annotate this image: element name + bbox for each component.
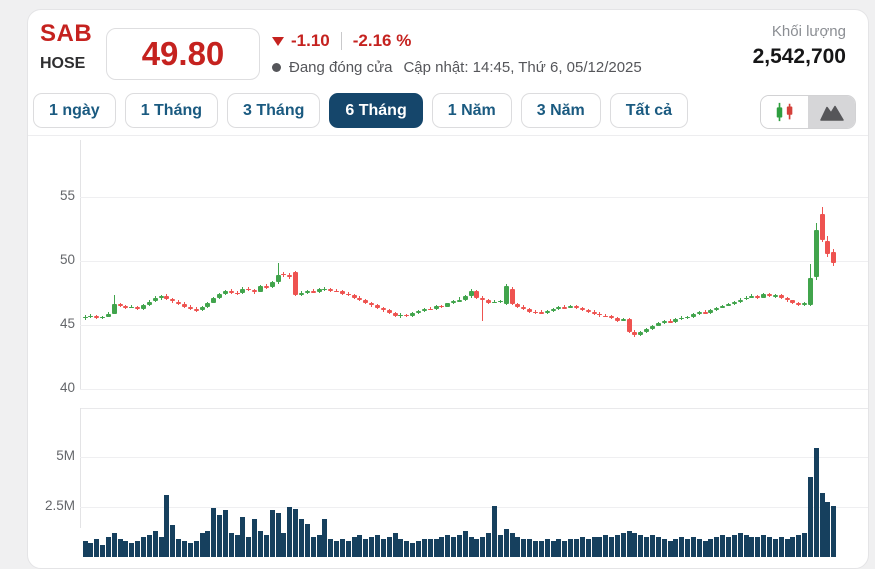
last-updated: Cập nhật: 14:45, Thứ 6, 05/12/2025 <box>403 59 642 76</box>
tab-1-day[interactable]: 1 ngày <box>33 93 116 128</box>
volume-value: 2,542,700 <box>752 45 846 68</box>
current-price: 49.80 <box>141 35 225 72</box>
volume-y-axis-line <box>80 408 81 528</box>
current-price-box: 49.80 <box>106 28 260 80</box>
status-dot-icon <box>272 63 281 72</box>
tab-3-years[interactable]: 3 Năm <box>520 93 601 128</box>
tab-all[interactable]: Tất cả <box>609 93 689 128</box>
ticker-symbol: SAB <box>40 20 93 47</box>
volume-label: Khối lượng <box>771 23 846 40</box>
tab-1-year[interactable]: 1 Năm <box>431 93 512 128</box>
price-change: -1.10 <box>291 31 330 50</box>
market-status-row: Đang đóng cửa Cập nhật: 14:45, Thứ 6, 05… <box>272 59 642 76</box>
exchange-label: HOSE <box>40 55 86 72</box>
area-chart-icon <box>819 105 844 121</box>
header-divider <box>28 135 868 136</box>
price-y-axis-line <box>80 140 81 389</box>
price-change-row: -1.10 -2.16 % <box>272 31 411 51</box>
tab-3-months[interactable]: 3 Tháng <box>227 93 321 128</box>
chart-type-toggle <box>760 95 856 129</box>
volume-pane-top-border <box>80 408 868 409</box>
market-status: Đang đóng cửa <box>289 59 393 76</box>
time-range-tabs: 1 ngày 1 Tháng 3 Tháng 6 Tháng 1 Năm 3 N… <box>33 93 689 128</box>
candlestick-icon <box>776 102 792 122</box>
price-change-percent: -2.16 % <box>352 31 412 50</box>
area-chart-button[interactable] <box>808 96 855 128</box>
candlestick-chart-button[interactable] <box>761 96 808 128</box>
volume-block: Khối lượng 2,542,700 <box>753 23 846 69</box>
change-divider <box>340 32 342 50</box>
triangle-down-icon <box>272 36 284 46</box>
tab-6-months[interactable]: 6 Tháng <box>329 93 423 128</box>
tab-1-month[interactable]: 1 Tháng <box>124 93 219 128</box>
